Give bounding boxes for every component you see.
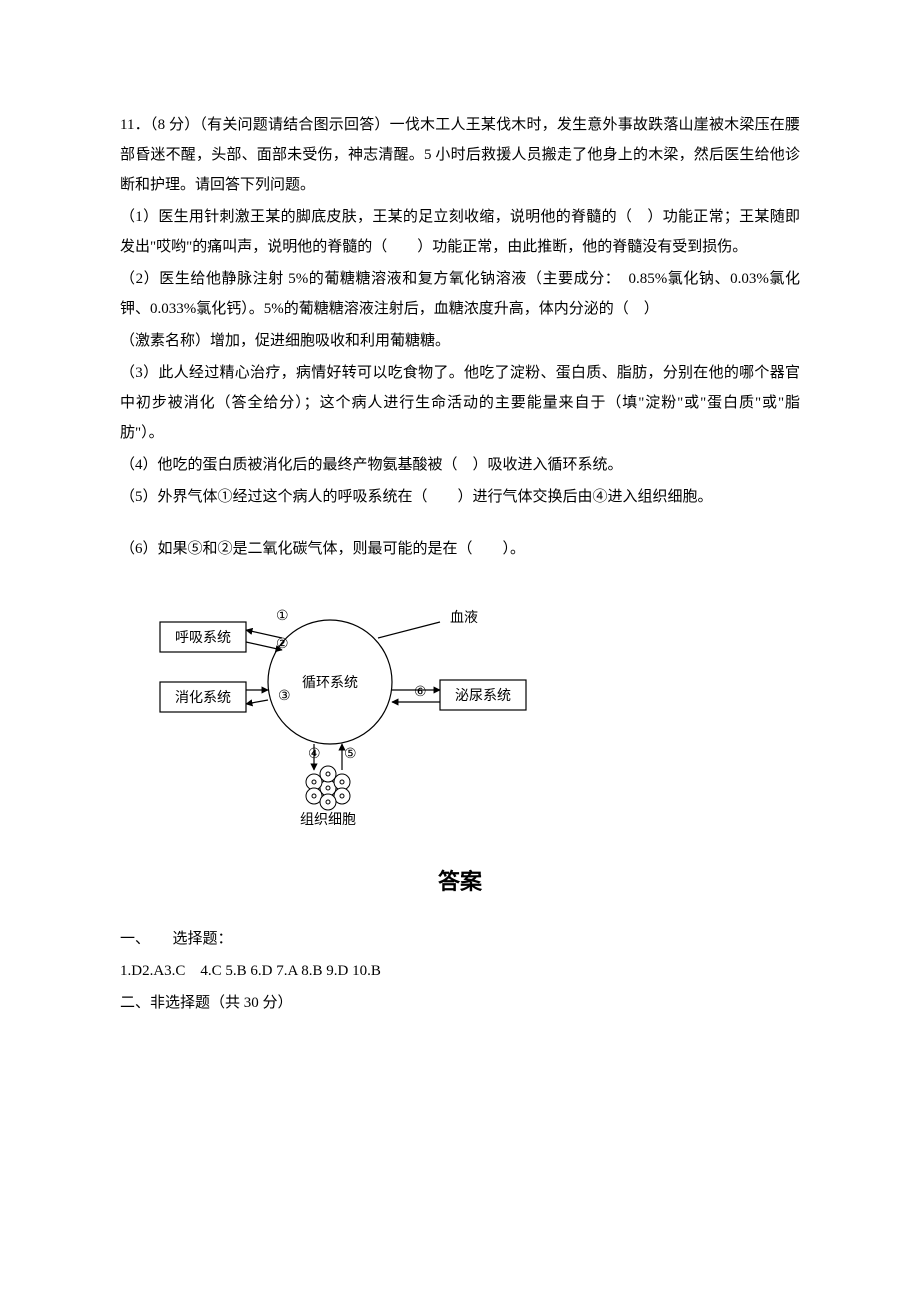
svg-text:②: ②: [276, 637, 289, 652]
answers-sec2: 二、非选择题（共 30 分）: [120, 988, 800, 1018]
answers-title: 答案: [120, 860, 800, 904]
q11-p5: （5）外界气体①经过这个病人的呼吸系统在（ ）进行气体交换后由④进入组织细胞。: [120, 482, 800, 512]
q11-p4: （4）他吃的蛋白质被消化后的最终产物氨基酸被（ ）吸收进入循环系统。: [120, 450, 800, 480]
system-diagram: 呼吸系统消化系统 循环系统泌尿系统 血液 ① ② ③ ④ ⑤ ⑥ 组织细胞: [120, 582, 800, 832]
spacer: [120, 514, 800, 532]
answers-sec1: 一、 选择题：: [120, 924, 800, 954]
q11-p6: （6）如果⑤和②是二氧化碳气体，则最可能的是在（ ）。: [120, 534, 800, 564]
svg-text:⑤: ⑤: [344, 747, 357, 762]
svg-text:④: ④: [308, 747, 321, 762]
svg-text:消化系统: 消化系统: [175, 690, 231, 706]
q11-p1: （1）医生用针刺激王某的脚底皮肤，王某的足立刻收缩，说明他的脊髓的（ ）功能正常…: [120, 202, 800, 262]
q11-p2: （2）医生给他静脉注射 5%的葡糖糖溶液和复方氧化钠溶液（主要成分： 0.85%…: [120, 264, 800, 324]
svg-text:③: ③: [278, 689, 291, 704]
svg-text:循环系统: 循环系统: [302, 675, 358, 691]
svg-text:组织细胞: 组织细胞: [300, 812, 356, 828]
answers-line1: 1.D2.A3.C 4.C 5.B 6.D 7.A 8.B 9.D 10.B: [120, 956, 800, 986]
q11-p2b: （激素名称）增加，促进细胞吸收和利用葡糖糖。: [120, 326, 800, 356]
svg-text:呼吸系统: 呼吸系统: [175, 630, 231, 646]
svg-text:血液: 血液: [450, 610, 478, 626]
svg-text:泌尿系统: 泌尿系统: [455, 688, 511, 704]
svg-text:⑥: ⑥: [414, 685, 427, 700]
q11-p3: （3）此人经过精心治疗，病情好转可以吃食物了。他吃了淀粉、蛋白质、脂肪，分别在他…: [120, 358, 800, 448]
svg-text:①: ①: [276, 609, 289, 624]
q11-header: 11．（8 分）（有关问题请结合图示回答）一伐木工人王某伐木时，发生意外事故跌落…: [120, 110, 800, 200]
